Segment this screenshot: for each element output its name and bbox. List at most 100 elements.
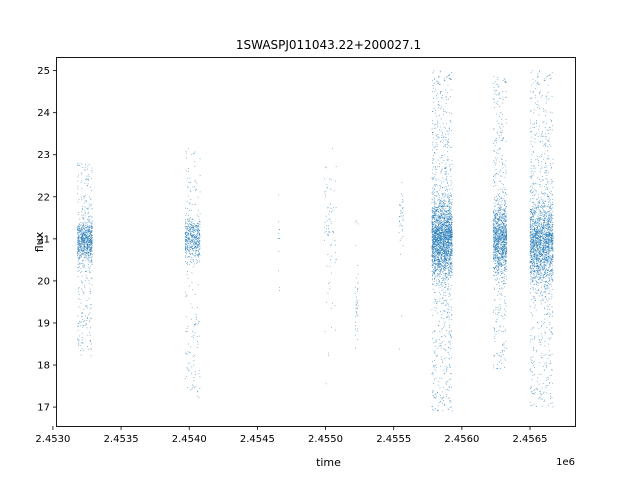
data-point (77, 193, 78, 195)
data-point (433, 146, 435, 148)
data-point (435, 213, 437, 214)
data-point (88, 174, 90, 176)
data-point (330, 272, 332, 274)
data-point (188, 225, 190, 227)
data-point (440, 91, 442, 92)
data-point (441, 253, 443, 255)
data-point (192, 231, 193, 233)
data-point (193, 240, 195, 242)
data-point (431, 237, 433, 238)
data-point (435, 340, 437, 342)
data-point (87, 239, 89, 241)
data-point (445, 273, 447, 275)
data-point (436, 302, 438, 304)
data-point (451, 206, 452, 208)
data-point (498, 227, 500, 229)
data-point (91, 259, 93, 261)
data-point (443, 230, 445, 232)
data-point (440, 205, 442, 207)
data-point (439, 237, 440, 239)
data-point (189, 239, 191, 241)
data-point (189, 222, 190, 224)
data-point (449, 317, 450, 319)
data-point (90, 257, 92, 259)
data-point (82, 248, 84, 250)
data-point (502, 164, 503, 165)
data-point (82, 241, 83, 242)
data-point (194, 250, 196, 252)
data-point (81, 251, 83, 252)
data-point (87, 238, 89, 240)
data-point (78, 238, 80, 240)
data-point (442, 207, 444, 209)
data-point (87, 237, 89, 238)
data-point (84, 245, 86, 247)
data-point (440, 237, 442, 238)
data-point (449, 224, 450, 226)
data-point (443, 253, 445, 254)
data-point (86, 241, 88, 243)
data-point (86, 278, 88, 279)
data-point (493, 212, 495, 214)
data-point (448, 213, 450, 214)
data-point (446, 251, 448, 252)
data-point (438, 77, 439, 79)
data-point (192, 250, 194, 252)
data-point (79, 249, 81, 251)
data-point (84, 242, 86, 244)
data-point (435, 299, 437, 300)
data-point (192, 385, 194, 387)
data-point (500, 127, 501, 129)
data-point (442, 136, 444, 138)
data-point (501, 215, 503, 217)
data-point (439, 84, 440, 86)
data-point (435, 179, 437, 181)
data-point (83, 320, 85, 322)
data-point (444, 373, 446, 375)
data-point (499, 309, 501, 311)
data-point (186, 331, 188, 332)
data-point (434, 267, 435, 269)
data-point (91, 247, 92, 248)
data-point (434, 276, 436, 278)
data-point (197, 322, 199, 324)
data-point (190, 346, 192, 348)
data-point (84, 246, 86, 248)
data-point (443, 219, 445, 221)
data-point (191, 366, 193, 368)
data-point (440, 91, 442, 93)
data-point (441, 314, 443, 316)
data-point (444, 334, 446, 336)
data-point (445, 237, 447, 239)
data-point (435, 243, 437, 244)
data-point (185, 244, 186, 246)
data-point (447, 267, 449, 269)
data-point (451, 164, 453, 165)
data-point (451, 242, 453, 244)
data-point (436, 115, 437, 117)
data-point (87, 236, 89, 237)
data-point (440, 232, 442, 233)
data-point (87, 225, 89, 227)
data-point (434, 166, 436, 168)
data-point (78, 232, 79, 234)
data-point (83, 222, 85, 223)
data-point (442, 260, 444, 262)
data-point (196, 324, 198, 326)
data-point (78, 267, 79, 269)
data-point (446, 188, 448, 190)
data-point (494, 328, 495, 329)
data-point (187, 246, 188, 247)
data-point (439, 256, 441, 258)
data-point (88, 220, 90, 222)
data-point (90, 239, 91, 240)
data-point (434, 246, 436, 248)
data-point (439, 281, 441, 282)
data-point (89, 291, 91, 292)
data-point (186, 201, 188, 203)
data-point (439, 254, 440, 256)
data-point (436, 260, 437, 261)
data-point (444, 216, 446, 218)
data-point (432, 395, 434, 397)
data-point (334, 251, 336, 253)
